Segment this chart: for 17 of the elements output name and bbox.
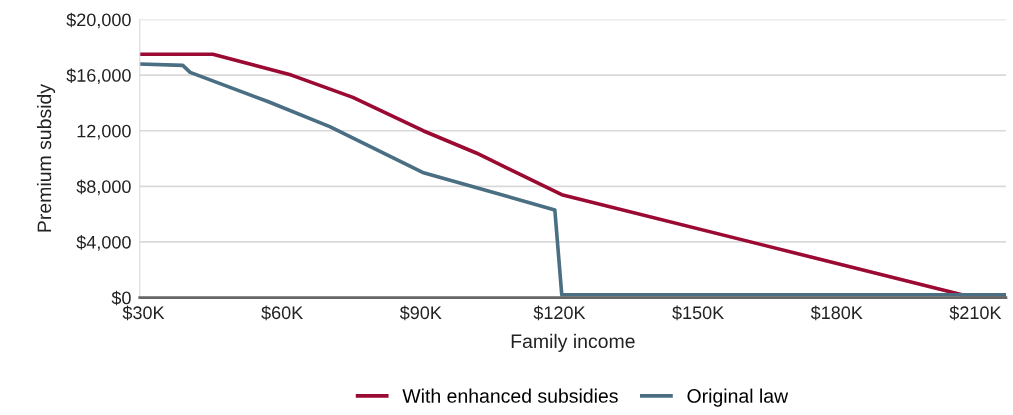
y-tick-label: $20,000 xyxy=(66,12,131,29)
y-tick-label: $16,000 xyxy=(66,68,131,84)
x-tick-label: $150K xyxy=(672,305,724,321)
legend-label: Original law xyxy=(687,388,789,407)
y-tick-label: $8,000 xyxy=(76,179,131,196)
legend-label: With enhanced subsidies xyxy=(402,388,618,403)
x-tick-label: $120K xyxy=(533,305,586,321)
x-tick-label: $90K xyxy=(399,305,442,321)
x-tick-label: $210K xyxy=(949,305,1002,321)
x-axis-title: Family income xyxy=(511,333,635,352)
x-tick-label: $30K xyxy=(122,305,165,321)
x-tick-label: $180K xyxy=(810,305,863,321)
y-tick-label: $0 xyxy=(111,290,131,306)
x-tick-label: $60K xyxy=(261,305,304,321)
y-axis-title: Premium subsidy xyxy=(36,84,56,232)
y-tick-label: $4,000 xyxy=(76,235,131,251)
y-tick-label: 12,000 xyxy=(77,124,131,140)
